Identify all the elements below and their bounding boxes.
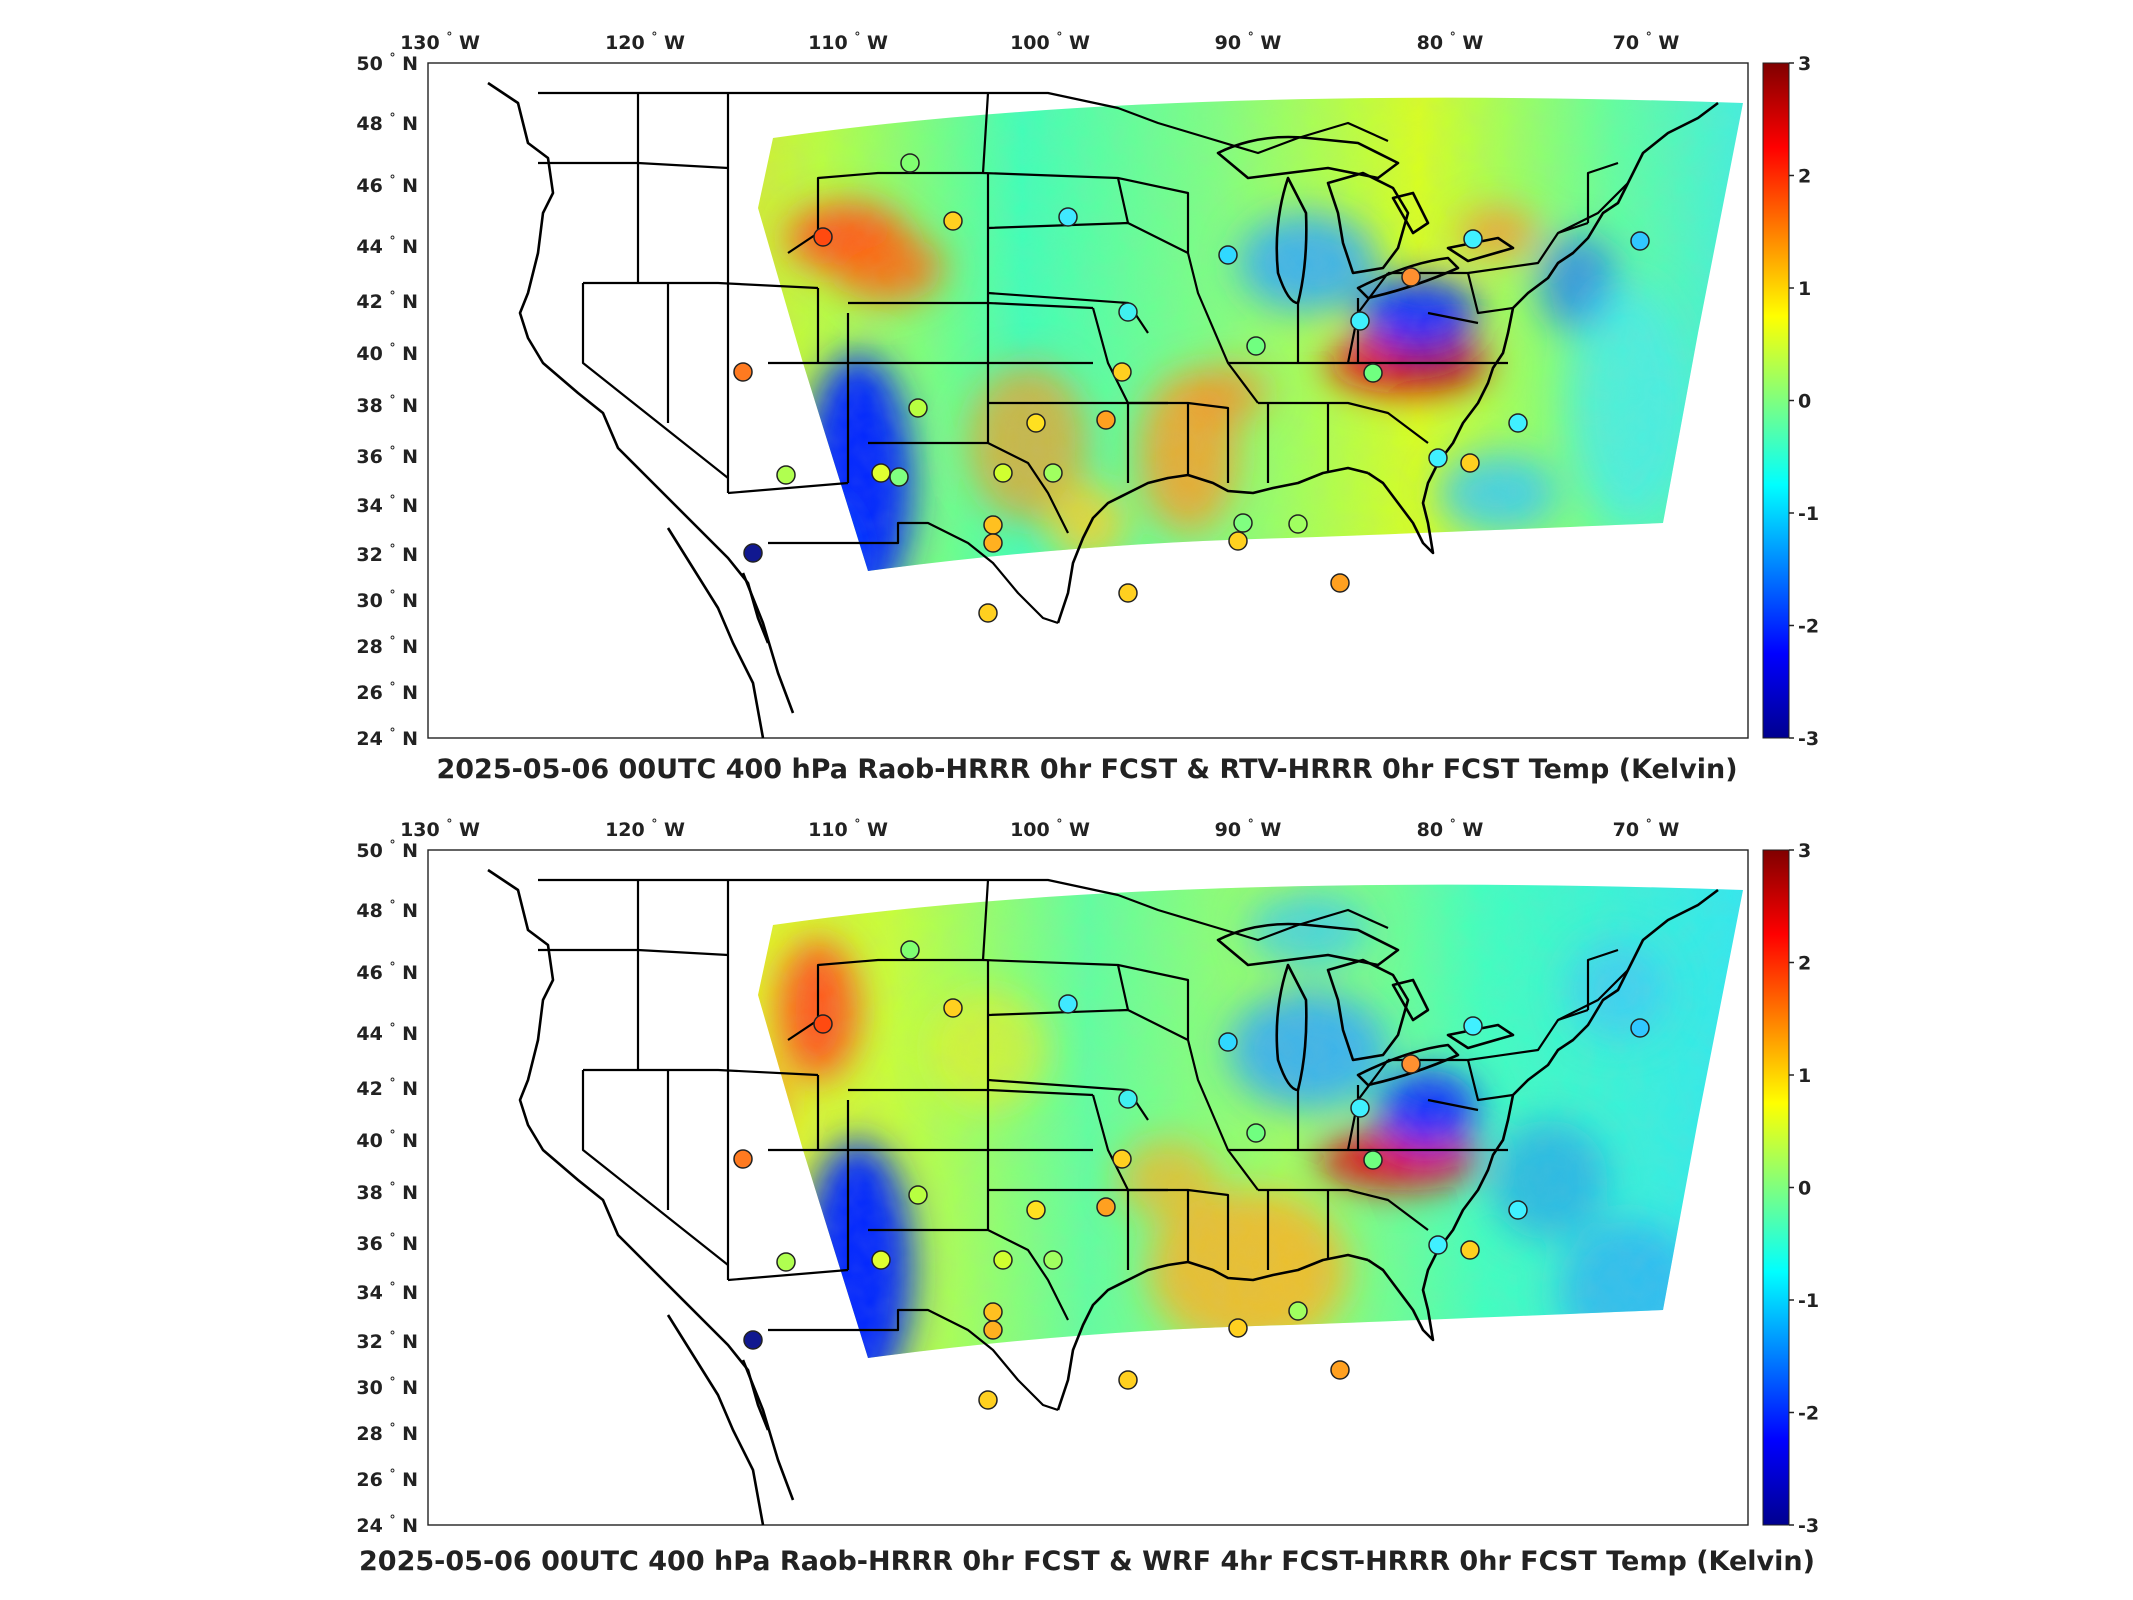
latitude-tick-label: 36 ° N — [356, 1231, 418, 1255]
temperature-field-bottom — [758, 884, 1743, 1359]
latitude-tick-label: 46 ° N — [356, 173, 418, 197]
colorbar-tick-label: -1 — [1798, 1290, 1819, 1312]
latitude-tick-label: 34 ° N — [356, 493, 418, 517]
raob-stations-top — [733, 153, 1650, 623]
longitude-tick-label: 90 ° W — [1215, 30, 1282, 54]
longitude-tick-label: 70 ° W — [1613, 817, 1680, 841]
axis-ticks: 130 ° W 120 ° W 110 ° W 100 ° W 90 ° W 80 ° W… — [356, 30, 1819, 1537]
latitude-tick-label: 32 ° N — [356, 542, 418, 566]
longitude-tick-label: 110 ° W — [808, 30, 888, 54]
longitude-tick-label: 120 ° W — [605, 30, 685, 54]
colorbar-top — [1762, 62, 1790, 739]
longitude-tick-label: 100 ° W — [1010, 30, 1090, 54]
temperature-field-top — [758, 97, 1743, 572]
latitude-tick-label: 24 ° N — [356, 1513, 418, 1537]
latitude-tick-label: 44 ° N — [356, 1021, 418, 1045]
colorbar-tick-label: 2 — [1798, 953, 1811, 975]
colorbar-tick-label: -3 — [1798, 728, 1819, 750]
longitude-tick-label: 80 ° W — [1417, 817, 1484, 841]
colorbar-tick-label: -2 — [1798, 616, 1819, 638]
latitude-tick-label: 34 ° N — [356, 1280, 418, 1304]
longitude-tick-label: 90 ° W — [1215, 817, 1282, 841]
longitude-tick-label: 100 ° W — [1010, 817, 1090, 841]
latitude-tick-label: 24 ° N — [356, 726, 418, 750]
latitude-tick-label: 26 ° N — [356, 1467, 418, 1491]
map-frame-bottom — [427, 849, 1749, 1526]
colorbar-tick-label: 0 — [1798, 1178, 1811, 1200]
latitude-tick-label: 38 ° N — [356, 393, 418, 417]
longitude-tick-label: 130 ° W — [400, 30, 480, 54]
latitude-tick-label: 30 ° N — [356, 588, 418, 612]
colorbar-tick-label: -1 — [1798, 503, 1819, 525]
latitude-tick-label: 40 ° N — [356, 1128, 418, 1152]
colorbar-tick-label: 2 — [1798, 166, 1811, 188]
latitude-tick-label: 28 ° N — [356, 634, 418, 658]
colorbar-tick-label: -2 — [1798, 1403, 1819, 1425]
latitude-tick-label: 48 ° N — [356, 898, 418, 922]
colorbar-tick-label: 1 — [1798, 278, 1811, 300]
latitude-tick-label: 46 ° N — [356, 960, 418, 984]
latitude-tick-label: 36 ° N — [356, 444, 418, 468]
colorbar-tick-label: 1 — [1798, 1065, 1811, 1087]
colorbar-tick-label: 3 — [1798, 53, 1811, 75]
latitude-tick-label: 48 ° N — [356, 111, 418, 135]
latitude-tick-label: 50 ° N — [356, 838, 418, 862]
latitude-tick-label: 30 ° N — [356, 1375, 418, 1399]
colorbar-tick-label: 0 — [1798, 391, 1811, 413]
latitude-tick-label: 42 ° N — [356, 1076, 418, 1100]
map-frame-top — [427, 62, 1749, 739]
colorbar-tick-label: -3 — [1798, 1515, 1819, 1537]
panel-top-title: 2025-05-06 00UTC 400 hPa Raob-HRRR 0hr F… — [436, 754, 1737, 785]
panel-bottom-title: 2025-05-06 00UTC 400 hPa Raob-HRRR 0hr F… — [359, 1546, 1815, 1577]
longitude-tick-label: 110 ° W — [808, 817, 888, 841]
longitude-tick-label: 130 ° W — [400, 817, 480, 841]
latitude-tick-label: 26 ° N — [356, 680, 418, 704]
colorbar-tick-label: 3 — [1798, 840, 1811, 862]
panel-top — [427, 62, 1749, 740]
latitude-tick-label: 44 ° N — [356, 234, 418, 258]
longitude-tick-label: 120 ° W — [605, 817, 685, 841]
colorbar-bottom — [1762, 849, 1790, 1526]
longitude-tick-label: 80 ° W — [1417, 30, 1484, 54]
latitude-tick-label: 40 ° N — [356, 341, 418, 365]
panel-bottom — [427, 849, 1749, 1527]
longitude-tick-label: 70 ° W — [1613, 30, 1680, 54]
latitude-tick-label: 42 ° N — [356, 289, 418, 313]
latitude-tick-label: 38 ° N — [356, 1180, 418, 1204]
raob-stations-bottom — [733, 940, 1650, 1410]
latitude-tick-label: 50 ° N — [356, 51, 418, 75]
latitude-tick-label: 28 ° N — [356, 1421, 418, 1445]
latitude-tick-label: 32 ° N — [356, 1329, 418, 1353]
